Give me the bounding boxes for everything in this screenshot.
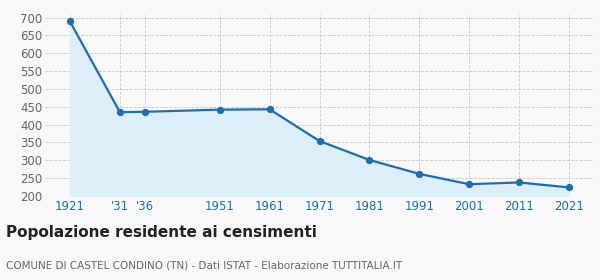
Point	[415, 172, 424, 176]
Point	[265, 107, 274, 111]
Text: Popolazione residente ai censimenti: Popolazione residente ai censimenti	[6, 225, 317, 241]
Point	[65, 19, 75, 24]
Point	[365, 158, 374, 162]
Text: COMUNE DI CASTEL CONDINO (TN) - Dati ISTAT - Elaborazione TUTTITALIA.IT: COMUNE DI CASTEL CONDINO (TN) - Dati IST…	[6, 260, 402, 270]
Point	[464, 182, 474, 186]
Point	[514, 180, 524, 185]
Point	[140, 109, 149, 114]
Point	[315, 139, 325, 143]
Point	[215, 108, 224, 112]
Point	[564, 185, 574, 190]
Point	[115, 110, 125, 114]
